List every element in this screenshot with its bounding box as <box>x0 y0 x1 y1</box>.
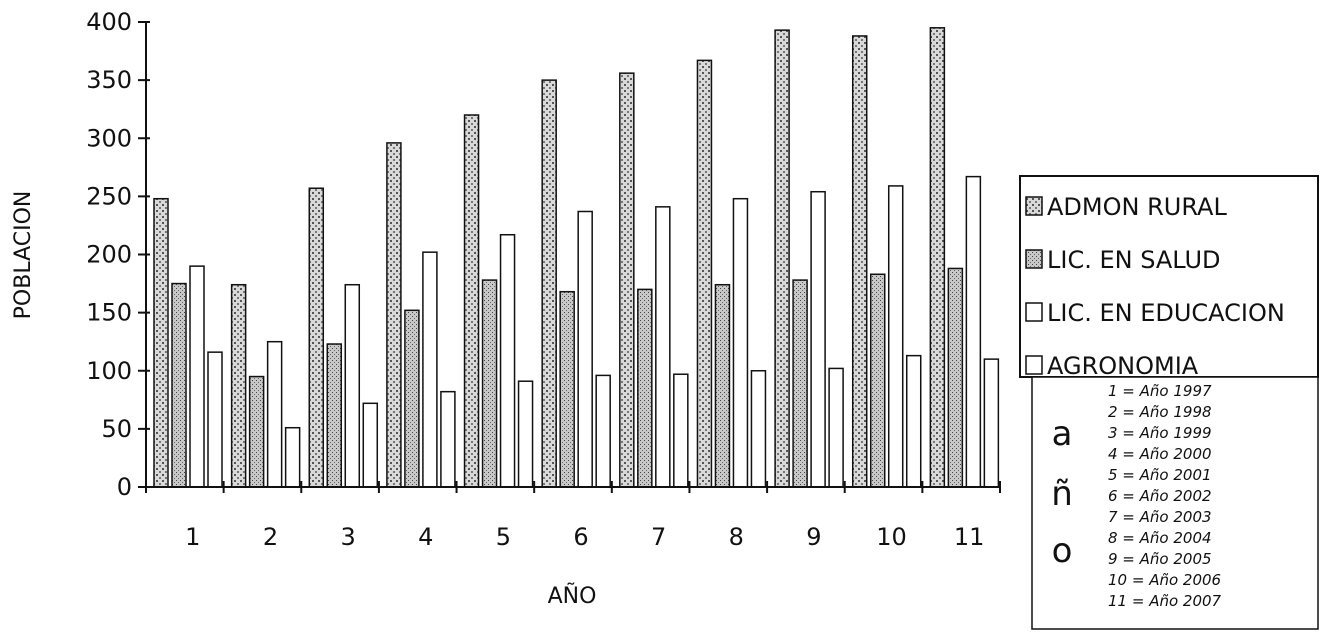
bar-admon-rural-7 <box>619 72 635 488</box>
legend-swatch-admon-rural <box>1025 196 1043 216</box>
bar-agronomia-10 <box>905 354 922 488</box>
y-tick-label-0: 0 <box>117 473 132 501</box>
legend-box <box>1019 175 1319 378</box>
y-tick-label-350: 350 <box>86 66 132 94</box>
year-key-letter-ene: ñ <box>1051 474 1073 514</box>
legend: ADMON RURAL LIC. EN SALUD LIC. EN EDUCACIO… <box>1019 175 1319 380</box>
bar-lic-en-salud-8 <box>714 283 731 488</box>
bar-lic-en-educacion-3 <box>344 283 361 488</box>
legend-swatch-lic-en-educacion <box>1025 302 1043 322</box>
y-tick-label-400: 400 <box>86 8 132 36</box>
bar-agronomia-9 <box>828 367 844 488</box>
bar-lic-en-educacion-8 <box>732 197 749 488</box>
bar-lic-en-salud-3 <box>326 343 343 488</box>
bar-lic-en-salud-7 <box>637 288 653 488</box>
year-key-entry-11: 11 = Año 2007 <box>1108 592 1222 610</box>
bar-agronomia-5 <box>517 380 534 488</box>
year-key-letter-o: o <box>1052 531 1073 571</box>
y-tick-label-250: 250 <box>86 182 132 210</box>
legend-swatch-agronomia <box>1025 355 1043 375</box>
bar-lic-en-salud-4 <box>404 309 420 488</box>
legend-label-lic-en-salud: LIC. EN SALUD <box>1047 246 1221 274</box>
x-tick-label-11: 11 <box>954 523 985 551</box>
bar-admon-rural-4 <box>386 142 402 488</box>
bar-agronomia-2 <box>284 426 301 488</box>
year-key-entry-5: 5 = Año 2001 <box>1108 466 1212 484</box>
year-key-entry-9: 9 = Año 2005 <box>1108 550 1212 568</box>
bar-lic-en-educacion-2 <box>266 340 283 488</box>
x-tick-label-4: 4 <box>418 523 433 551</box>
x-tick-label-3: 3 <box>340 523 355 551</box>
bar-admon-rural-1 <box>153 197 169 488</box>
y-tick-label-100: 100 <box>86 357 132 385</box>
bar-admon-rural-11 <box>929 27 946 488</box>
y-tick-label-200: 200 <box>86 241 132 269</box>
year-key-entry-3: 3 = Año 1999 <box>1108 424 1212 442</box>
bar-lic-en-educacion-1 <box>189 265 205 488</box>
y-tick-label-50: 50 <box>101 415 132 443</box>
legend-label-admon-rural: ADMON RURAL <box>1047 193 1227 221</box>
bar-lic-en-educacion-5 <box>499 233 516 488</box>
bar-lic-en-salud-1 <box>171 282 187 488</box>
bar-admon-rural-3 <box>308 187 325 488</box>
bar-lic-en-salud-5 <box>481 279 498 488</box>
bar-admon-rural-2 <box>230 283 247 488</box>
year-key: a ñ o 1 = Año 1997 2 = Año 1998 3 = Año … <box>1031 376 1319 630</box>
year-key-entry-4: 4 = Año 2000 <box>1108 445 1212 463</box>
year-key-entry-2: 2 = Año 1998 <box>1108 403 1212 421</box>
x-tick-label-1: 1 <box>185 523 200 551</box>
legend-swatch-lic-en-salud <box>1025 249 1043 269</box>
bar-lic-en-salud-6 <box>559 290 575 488</box>
year-key-entry-6: 6 = Año 2002 <box>1108 487 1212 505</box>
legend-label-lic-en-educacion: LIC. EN EDUCACION <box>1047 299 1285 327</box>
bar-lic-en-salud-9 <box>792 279 808 488</box>
bar-lic-en-educacion-10 <box>887 185 904 488</box>
bar-agronomia-4 <box>440 390 456 488</box>
bar-lic-en-salud-2 <box>248 375 265 488</box>
bar-admon-rural-9 <box>774 29 790 488</box>
bars-layer <box>153 27 1000 488</box>
year-key-entry-7: 7 = Año 2003 <box>1108 508 1212 526</box>
bar-admon-rural-5 <box>463 114 480 488</box>
x-tick-label-8: 8 <box>729 523 744 551</box>
legend-label-agronomia: AGRONOMIA <box>1047 352 1199 380</box>
bar-agronomia-8 <box>750 370 767 488</box>
year-key-box <box>1031 376 1319 630</box>
bar-agronomia-3 <box>362 402 379 488</box>
x-tick-label-6: 6 <box>573 523 588 551</box>
year-key-entry-10: 10 = Año 2006 <box>1108 571 1221 589</box>
bar-admon-rural-10 <box>851 35 868 488</box>
bar-admon-rural-6 <box>541 79 557 488</box>
year-key-letter-a: a <box>1052 414 1073 454</box>
bar-lic-en-educacion-9 <box>810 190 826 488</box>
bar-lic-en-educacion-4 <box>422 251 438 488</box>
y-axis-title: POBLACION <box>11 191 36 320</box>
bar-lic-en-educacion-7 <box>655 206 671 488</box>
bar-lic-en-educacion-11 <box>965 175 982 488</box>
bar-agronomia-6 <box>595 374 611 488</box>
bar-agronomia-1 <box>207 351 223 488</box>
x-tick-label-5: 5 <box>496 523 511 551</box>
y-tick-label-150: 150 <box>86 299 132 327</box>
year-key-entry-1: 1 = Año 1997 <box>1108 382 1212 400</box>
x-tick-label-2: 2 <box>263 523 278 551</box>
bar-lic-en-educacion-6 <box>577 210 593 488</box>
bar-agronomia-7 <box>673 373 689 488</box>
y-tick-label-300: 300 <box>86 124 132 152</box>
bar-admon-rural-8 <box>696 59 713 488</box>
x-tick-label-9: 9 <box>806 523 821 551</box>
x-tick-label-10: 10 <box>876 523 907 551</box>
bar-lic-en-salud-11 <box>947 267 964 488</box>
year-key-entry-8: 8 = Año 2004 <box>1108 529 1212 547</box>
bar-agronomia-11 <box>983 358 1000 488</box>
bar-lic-en-salud-10 <box>869 273 886 488</box>
x-axis-title: AÑO <box>548 582 597 609</box>
x-tick-label-7: 7 <box>651 523 666 551</box>
ticks-layer: 0 50 100 150 200 250 300 350 400 1 2 3 4 5 6 7 8 9 10 11 <box>86 8 1001 551</box>
